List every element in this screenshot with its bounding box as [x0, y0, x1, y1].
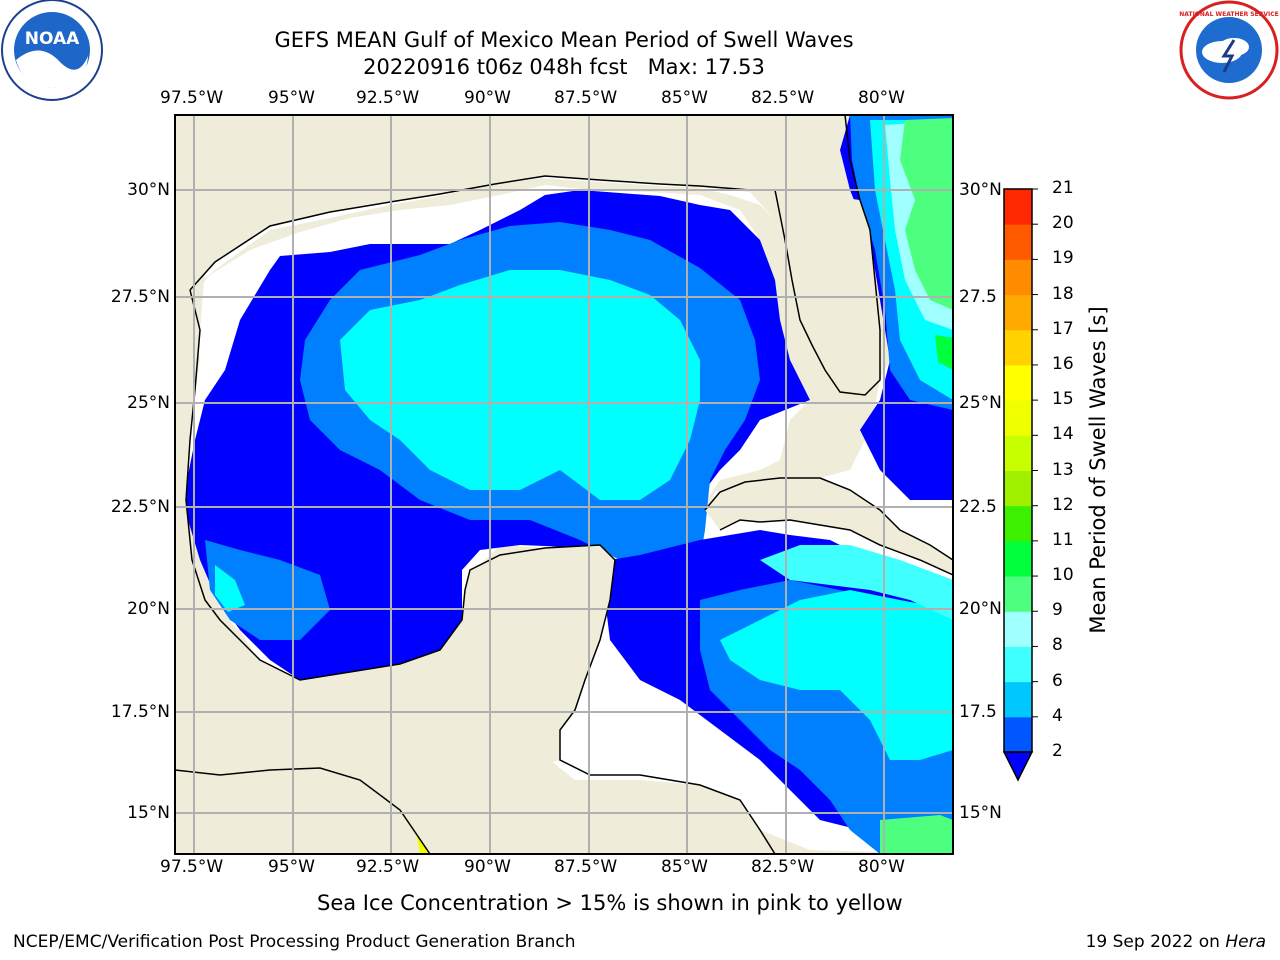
colorbar-swatch	[1004, 189, 1032, 225]
lat-tick-left: 15°N	[127, 803, 170, 823]
footer-date-text: 19 Sep 2022 on	[1085, 932, 1226, 952]
colorbar-tick-label: 20	[1052, 213, 1074, 234]
colorbar-tick-label: 10	[1052, 565, 1074, 586]
central-america-land	[175, 600, 330, 760]
lat-tick-right: 15°N	[959, 803, 1002, 823]
swell-band-4s-sw	[205, 540, 330, 640]
map-gridlines	[175, 115, 953, 854]
nws-logo: NATIONAL WEATHER SERVICE	[1179, 0, 1279, 100]
lon-tick-bottom: 90°W	[464, 857, 511, 877]
lat-tick-right: 17.5	[959, 702, 997, 722]
lon-tick-bottom: 82.5°W	[751, 857, 815, 877]
colorbar	[1002, 188, 1038, 782]
footer-credit: NCEP/EMC/Verification Post Processing Pr…	[13, 932, 576, 952]
colorbar-swatch	[1004, 224, 1032, 260]
lon-tick-bottom: 95°W	[268, 857, 315, 877]
sea-ice-note: Sea Ice Concentration > 15% is shown in …	[317, 891, 903, 915]
lat-tick-left: 17.5°N	[110, 702, 170, 722]
colorbar-tick-label: 17	[1052, 318, 1074, 339]
colorbar-swatch	[1004, 681, 1032, 718]
colorbar-swatch	[1004, 470, 1032, 507]
carib-band-8s	[760, 545, 953, 620]
lat-tick-right: 25°N	[959, 393, 1002, 413]
lon-tick-top: 80°W	[858, 88, 905, 108]
noaa-logo: NOAA	[1, 0, 103, 101]
lon-tick-top: 90°W	[464, 88, 511, 108]
lon-tick-top: 95°W	[268, 88, 315, 108]
colorbar-swatch	[1004, 400, 1032, 436]
swell-band-6s	[340, 270, 700, 500]
colorbar-tick-label: 16	[1052, 353, 1074, 374]
footer-host: Hera	[1225, 932, 1266, 952]
colorbar-tick-label: 19	[1052, 248, 1074, 269]
lon-tick-top: 85°W	[661, 88, 708, 108]
lat-tick-right: 20°N	[959, 599, 1002, 619]
chart-subtitle: 20220916 t06z 048h fcst Max: 17.53	[363, 55, 765, 79]
lat-tick-left: 22.5°N	[110, 497, 170, 517]
colorbar-tick-label: 18	[1052, 283, 1074, 304]
chart-title: GEFS MEAN Gulf of Mexico Mean Period of …	[274, 28, 854, 52]
map-area	[175, 115, 953, 854]
lon-tick-top: 92.5°W	[356, 88, 420, 108]
lon-tick-bottom: 80°W	[858, 857, 905, 877]
lat-tick-left: 20°N	[127, 599, 170, 619]
colorbar-tick-label: 12	[1052, 494, 1074, 515]
nws-logo-text: NATIONAL WEATHER SERVICE	[1179, 11, 1278, 18]
colorbar-tick-label: 15	[1052, 389, 1074, 410]
colorbar-tick-label: 4	[1052, 705, 1063, 726]
colorbar-swatch	[1004, 329, 1032, 366]
map-frame	[174, 114, 954, 855]
colorbar-tick-label: 6	[1052, 670, 1063, 691]
colorbar-swatch	[1004, 646, 1032, 683]
colorbar-frame	[1003, 188, 1033, 753]
colorbar-tick-label: 9	[1052, 600, 1063, 621]
colorbar-swatch	[1004, 435, 1032, 471]
colorbar-tick-label: 21	[1052, 178, 1074, 198]
colorbar-swatches	[1004, 188, 1038, 753]
lat-tick-right: 27.5	[959, 287, 997, 307]
colorbar-swatch	[1004, 576, 1032, 612]
colorbar-swatch	[1004, 611, 1032, 647]
lat-tick-left: 30°N	[127, 180, 170, 200]
yucatan-land	[175, 545, 615, 854]
atlantic-band-11s	[935, 335, 953, 370]
colorbar-swatch	[1004, 294, 1032, 331]
lon-tick-bottom: 87.5°W	[554, 857, 618, 877]
north-coast-land	[175, 115, 850, 300]
lon-tick-bottom: 85°W	[661, 857, 708, 877]
footer-date: 19 Sep 2022 on Hera	[1086, 932, 1266, 952]
colorbar-swatch	[1004, 540, 1032, 577]
colorbar-swatch	[1004, 364, 1032, 401]
colorbar-extend-arrow	[1002, 751, 1034, 782]
atlantic-band-10s	[900, 118, 953, 310]
noaa-logo-text: NOAA	[25, 29, 80, 49]
colorbar-label: Mean Period of Swell Waves [s]	[1086, 306, 1110, 634]
colorbar-tick-label: 13	[1052, 459, 1074, 480]
colorbar-swatch	[1004, 505, 1032, 542]
carib-band-6s	[720, 590, 953, 760]
lon-tick-bottom: 97.5°W	[160, 857, 224, 877]
lat-tick-right: 30°N	[959, 180, 1002, 200]
colorbar-tick-label: 2	[1052, 741, 1063, 761]
lon-tick-bottom: 92.5°W	[356, 857, 420, 877]
lon-tick-top: 87.5°W	[554, 88, 618, 108]
colorbar-swatch	[1004, 259, 1032, 296]
colorbar-tick-label: 8	[1052, 635, 1063, 656]
lat-tick-right: 22.5	[959, 497, 997, 517]
colorbar-tick-label: 11	[1052, 529, 1074, 550]
swell-band-6s-sw	[215, 565, 245, 612]
colorbar-tick-label: 14	[1052, 424, 1074, 445]
colorbar-swatch	[1004, 716, 1032, 753]
lon-tick-top: 97.5°W	[160, 88, 224, 108]
lat-tick-left: 27.5°N	[110, 287, 170, 307]
lon-tick-top: 82.5°W	[751, 88, 815, 108]
south-band-8s	[880, 815, 953, 854]
lat-tick-left: 25°N	[127, 393, 170, 413]
florida-land	[775, 188, 880, 395]
